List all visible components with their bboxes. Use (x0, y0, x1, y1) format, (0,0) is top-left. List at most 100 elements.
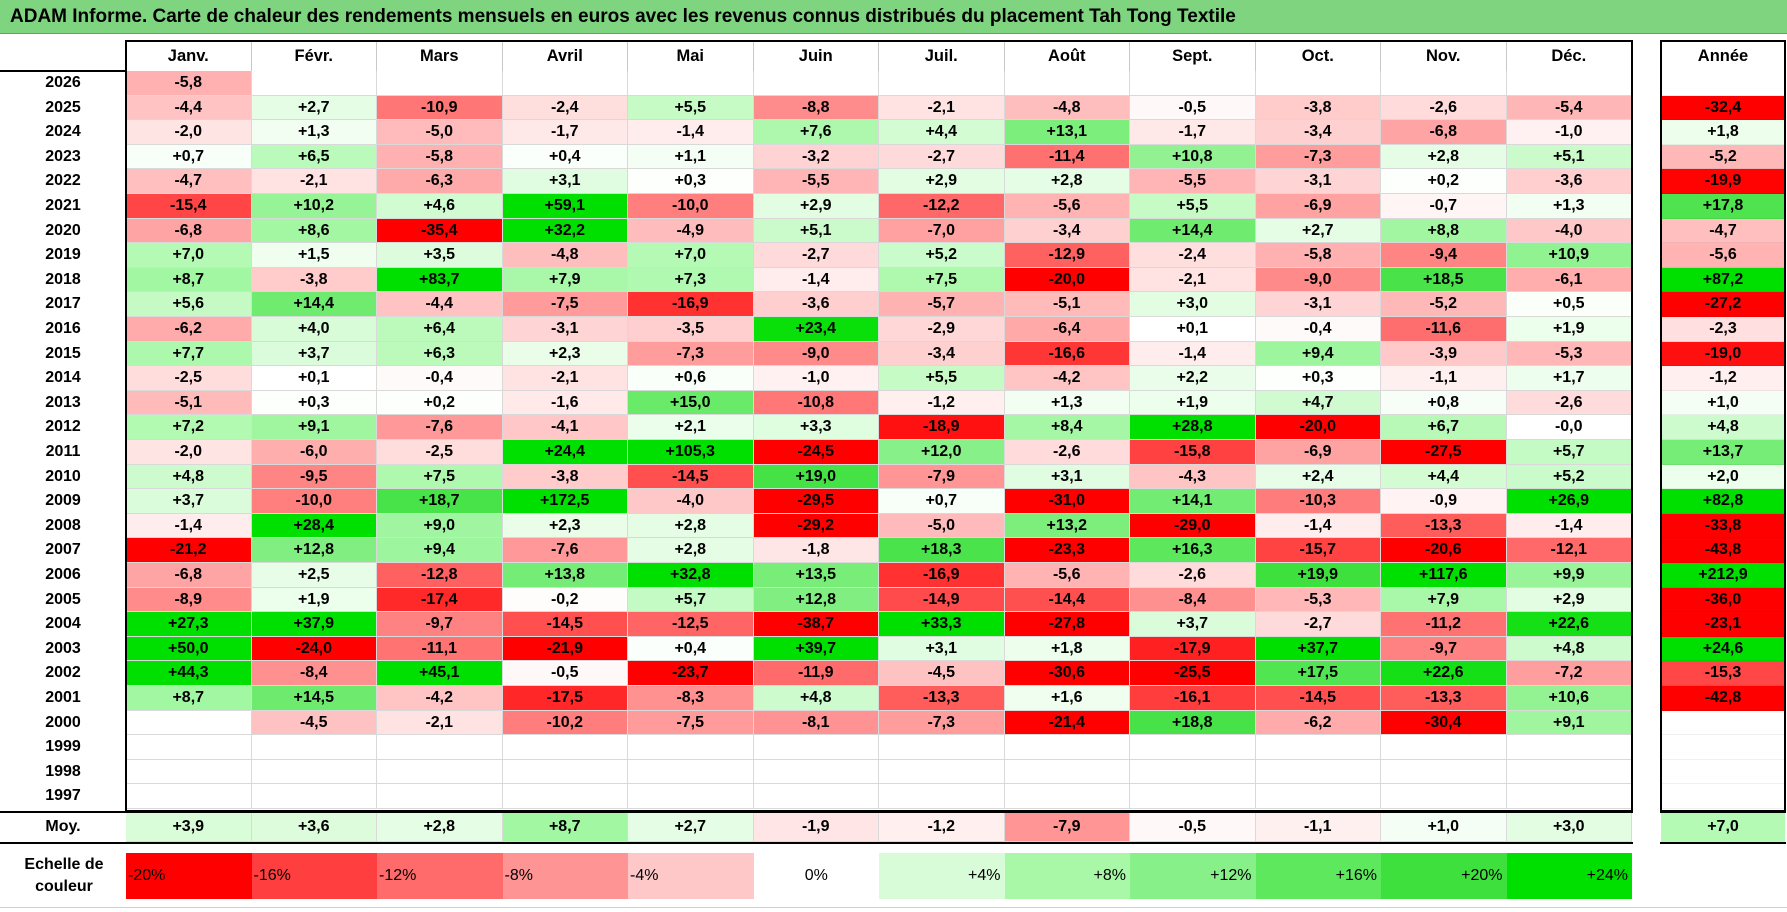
heatmap-cell (1130, 71, 1256, 96)
heatmap-cell (879, 759, 1005, 785)
heatmap-cell: -6,8 (1381, 120, 1507, 145)
heatmap-cell: +3,7 (251, 341, 377, 367)
heatmap-cell: +7,0 (126, 243, 252, 268)
heatmap-cell: +9,4 (377, 538, 503, 563)
row-year-label: 2006 (45, 566, 81, 583)
heatmap-cell: -2,7 (1255, 612, 1381, 637)
heatmap-cell: +4,7 (1255, 390, 1381, 416)
heatmap-cell (1381, 735, 1507, 760)
heatmap-cell (1255, 759, 1381, 785)
heatmap-cell (377, 735, 503, 760)
year-total-cell: +1,8 (1661, 120, 1785, 145)
heatmap-cell: +5,7 (1506, 440, 1632, 465)
color-scale-step: 0% (753, 853, 879, 899)
heatmap-cell: -1,4 (753, 267, 879, 293)
heatmap-cell: +9,1 (1506, 710, 1632, 736)
heatmap-cell: +0,4 (502, 144, 628, 170)
year-total-cell: +17,8 (1661, 194, 1785, 219)
heatmap-cell: -3,8 (502, 464, 628, 490)
year-total-cell: +24,6 (1661, 636, 1785, 662)
heatmap-cell: -7,6 (377, 415, 503, 440)
heatmap-cell (502, 71, 628, 96)
year-total-cell: +82,8 (1661, 489, 1785, 514)
heatmap-cell: -10,2 (502, 710, 628, 736)
year-total-cell: -27,2 (1661, 292, 1785, 317)
heatmap-cell: +3,7 (126, 489, 252, 514)
heatmap-cell: -2,6 (1004, 440, 1130, 465)
heatmap-cell (1130, 735, 1256, 760)
color-scale-label: Echelle de couleur (4, 854, 124, 898)
bottom-divider (0, 907, 1787, 908)
heatmap-cell: -5,5 (753, 169, 879, 194)
heatmap-cell: -1,4 (628, 120, 754, 145)
heatmap-cell: +1,5 (251, 243, 377, 268)
average-cell: +1,0 (1381, 812, 1507, 842)
heatmap-cell: -21,9 (502, 636, 628, 662)
heatmap-cell: -8,1 (753, 710, 879, 736)
heatmap-cell: +1,9 (251, 587, 377, 613)
heatmap-cell: +5,5 (1130, 194, 1256, 219)
heatmap-cell: +5,2 (879, 243, 1005, 268)
heatmap-cell: -30,6 (1004, 661, 1130, 686)
heatmap-cell: +0,5 (1506, 292, 1632, 317)
heatmap-cell: +39,7 (753, 636, 879, 662)
heatmap-cell: +6,7 (1381, 415, 1507, 440)
heatmap-cell: -14,4 (1004, 587, 1130, 613)
heatmap-cell (251, 71, 377, 96)
year-total-cell: +2,0 (1661, 464, 1785, 490)
heatmap-cell: -4,4 (377, 292, 503, 317)
heatmap-cell: +10,2 (251, 194, 377, 219)
column-header: Déc. (1507, 41, 1632, 71)
heatmap-cell (1004, 71, 1130, 96)
heatmap-cell (1506, 735, 1632, 760)
average-cell: +3,9 (126, 812, 252, 842)
average-cell: +8,7 (502, 812, 628, 842)
heatmap-cell: -8,3 (628, 686, 754, 711)
average-row-label: Moy. (45, 818, 81, 835)
heatmap-cell: +18,5 (1381, 267, 1507, 293)
heatmap-cell: +23,4 (753, 317, 879, 342)
heatmap-cell: +4,8 (1506, 636, 1632, 662)
heatmap-cell: +5,1 (1506, 144, 1632, 170)
heatmap-cell: -3,6 (753, 292, 879, 317)
heatmap-cell: -5,6 (1004, 194, 1130, 219)
row-year-label: 2015 (45, 344, 81, 362)
row-year-label: 2009 (45, 492, 81, 510)
heatmap-cell: +18,3 (879, 538, 1005, 563)
heatmap-cell: +37,9 (251, 612, 377, 637)
row-year-label: 2022 (45, 172, 81, 190)
heatmap-cell: +0,7 (879, 489, 1005, 514)
heatmap-cell: +1,8 (1004, 636, 1130, 662)
heatmap-cell: +27,3 (126, 612, 252, 637)
heatmap-cell (1004, 784, 1130, 809)
heatmap-cell: +5,1 (753, 218, 879, 244)
heatmap-cell: -1,4 (1255, 513, 1381, 539)
heatmap-cell: +5,7 (628, 587, 754, 613)
heatmap-cell: +2,8 (628, 513, 754, 539)
heatmap-cell (1506, 71, 1632, 96)
year-total-cell: +1,0 (1661, 390, 1785, 416)
heatmap-cell: -17,9 (1130, 636, 1256, 662)
heatmap-cell: -4,5 (251, 710, 377, 736)
heatmap-cell: -3,5 (628, 317, 754, 342)
heatmap-cell: -24,5 (753, 440, 879, 465)
heatmap-cell: +2,3 (502, 513, 628, 539)
average-cell: -7,9 (1004, 812, 1130, 842)
heatmap-cell: +22,6 (1506, 612, 1632, 637)
heatmap-cell: -15,4 (126, 194, 252, 219)
heatmap-cell: +0,3 (251, 390, 377, 416)
column-header: Août (1005, 41, 1130, 71)
heatmap-cell: -23,3 (1004, 538, 1130, 563)
heatmap-cell (753, 71, 879, 96)
heatmap-cell: -6,9 (1255, 194, 1381, 219)
row-year-label: 2018 (45, 270, 81, 288)
heatmap-cell: -9,0 (753, 341, 879, 367)
color-scale-label-line2: couleur (35, 878, 93, 895)
average-cell: -0,5 (1130, 812, 1256, 842)
heatmap-cell: -11,2 (1381, 612, 1507, 637)
heatmap-cell: +28,4 (251, 513, 377, 539)
heatmap-cell: +50,0 (126, 636, 252, 662)
heatmap-cell: +4,6 (377, 194, 503, 219)
heatmap-cell: -2,4 (1130, 243, 1256, 268)
heatmap-cell: +2,8 (1381, 144, 1507, 170)
